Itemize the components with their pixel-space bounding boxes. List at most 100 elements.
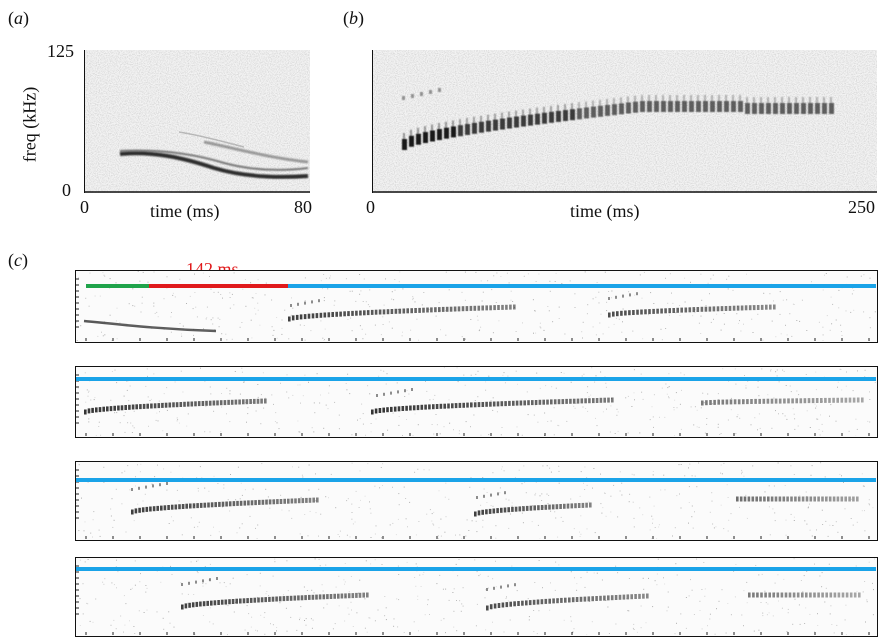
trill-pulse: [584, 597, 587, 602]
precursor-pulse: [376, 394, 378, 397]
noise-speck: [198, 488, 199, 489]
trill-pulse: [430, 307, 433, 312]
noise-speck: [864, 530, 865, 531]
trill-pulse: [642, 594, 645, 599]
noise-speck: [516, 331, 517, 332]
noise-speck: [139, 581, 140, 582]
noise-speck: [258, 279, 259, 280]
noise-speck: [97, 336, 98, 337]
trill-pulse: [355, 593, 358, 598]
noise-speck: [369, 618, 370, 619]
noise-speck: [153, 373, 154, 374]
trill-pulse: [246, 399, 249, 404]
noise-speck: [300, 403, 301, 404]
noise-speck: [712, 501, 713, 502]
noise-speck: [708, 283, 709, 284]
trill-pulse: [552, 598, 555, 603]
noise-speck: [504, 632, 505, 633]
noise-speck: [229, 511, 230, 512]
trill-pulse: [577, 399, 580, 404]
trill-pulse: [576, 597, 579, 602]
noise-speck: [741, 470, 742, 471]
noise-speck: [300, 533, 301, 534]
noise-speck: [428, 599, 429, 600]
noise-speck: [804, 623, 805, 624]
trill-pulse: [240, 501, 243, 506]
noise-speck: [550, 511, 551, 512]
trill-pulse: [214, 600, 217, 605]
noise-speck: [829, 564, 830, 565]
precursor-pulse: [629, 293, 631, 296]
noise-speck: [710, 278, 711, 279]
noise-speck: [465, 300, 466, 301]
noise-speck: [718, 427, 719, 428]
noise-speck: [653, 427, 654, 428]
trill-pulse: [852, 497, 855, 502]
noise-speck: [134, 306, 135, 307]
noise-speck: [595, 297, 596, 298]
noise-speck: [103, 482, 104, 483]
noise-speck: [134, 427, 135, 428]
noise-speck: [245, 489, 246, 490]
noise-speck: [722, 473, 723, 474]
noise-speck: [413, 435, 414, 436]
panel-b-pulse-harmonic: [830, 97, 832, 103]
noise-speck: [241, 368, 242, 369]
noise-speck: [836, 320, 837, 321]
trill-pulse: [836, 398, 839, 403]
trill-pulse: [244, 501, 247, 506]
noise-speck: [536, 373, 537, 374]
noise-speck: [304, 620, 305, 621]
noise-speck: [353, 626, 354, 627]
noise-speck: [476, 521, 477, 522]
trill-pulse: [383, 309, 386, 314]
noise-speck: [532, 521, 533, 522]
noise-speck: [500, 487, 501, 488]
noise-speck: [446, 272, 447, 273]
noise-speck: [869, 504, 870, 505]
noise-speck: [130, 423, 131, 424]
trill-pulse: [290, 596, 293, 601]
noise-speck: [600, 474, 601, 475]
trill-pulse: [520, 401, 523, 406]
noise-speck: [111, 625, 112, 626]
noise-speck: [822, 424, 823, 425]
noise-speck: [504, 372, 505, 373]
noise-speck: [323, 607, 324, 608]
noise-speck: [862, 510, 863, 511]
noise-speck: [600, 503, 601, 504]
panel-b-pulse: [444, 128, 449, 139]
noise-speck: [641, 374, 642, 375]
noise-speck: [786, 385, 787, 386]
noise-speck: [633, 624, 634, 625]
noise-speck: [409, 502, 410, 503]
noise-speck: [595, 532, 596, 533]
panel-b-pulse: [703, 101, 708, 112]
noise-speck: [771, 428, 772, 429]
noise-speck: [653, 303, 654, 304]
noise-speck: [352, 512, 353, 513]
noise-speck: [505, 382, 506, 383]
noise-speck: [845, 619, 846, 620]
panel-b-pulse-harmonic: [704, 95, 706, 101]
noise-speck: [348, 498, 349, 499]
noise-speck: [704, 596, 705, 597]
noise-speck: [791, 391, 792, 392]
noise-speck: [226, 388, 227, 389]
noise-speck: [382, 463, 383, 464]
panel-b-pulse-harmonic: [767, 97, 769, 103]
noise-speck: [689, 486, 690, 487]
noise-speck: [475, 374, 476, 375]
noise-speck: [522, 322, 523, 323]
noise-speck: [728, 520, 729, 521]
noise-speck: [287, 374, 288, 375]
noise-speck: [351, 576, 352, 577]
trill-pulse: [646, 594, 649, 599]
trill-pulse: [550, 399, 553, 404]
noise-speck: [415, 301, 416, 302]
noise-speck: [101, 332, 102, 333]
noise-speck: [516, 371, 517, 372]
noise-speck: [203, 328, 204, 329]
trill-pulse: [422, 308, 425, 313]
noise-speck: [339, 605, 340, 606]
